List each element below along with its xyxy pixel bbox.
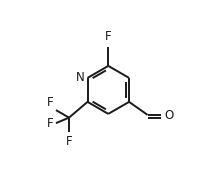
Text: F: F bbox=[47, 96, 54, 109]
Text: F: F bbox=[47, 117, 54, 130]
Text: N: N bbox=[76, 71, 85, 84]
Text: F: F bbox=[66, 135, 72, 148]
Text: F: F bbox=[105, 30, 112, 43]
Text: O: O bbox=[164, 109, 174, 122]
